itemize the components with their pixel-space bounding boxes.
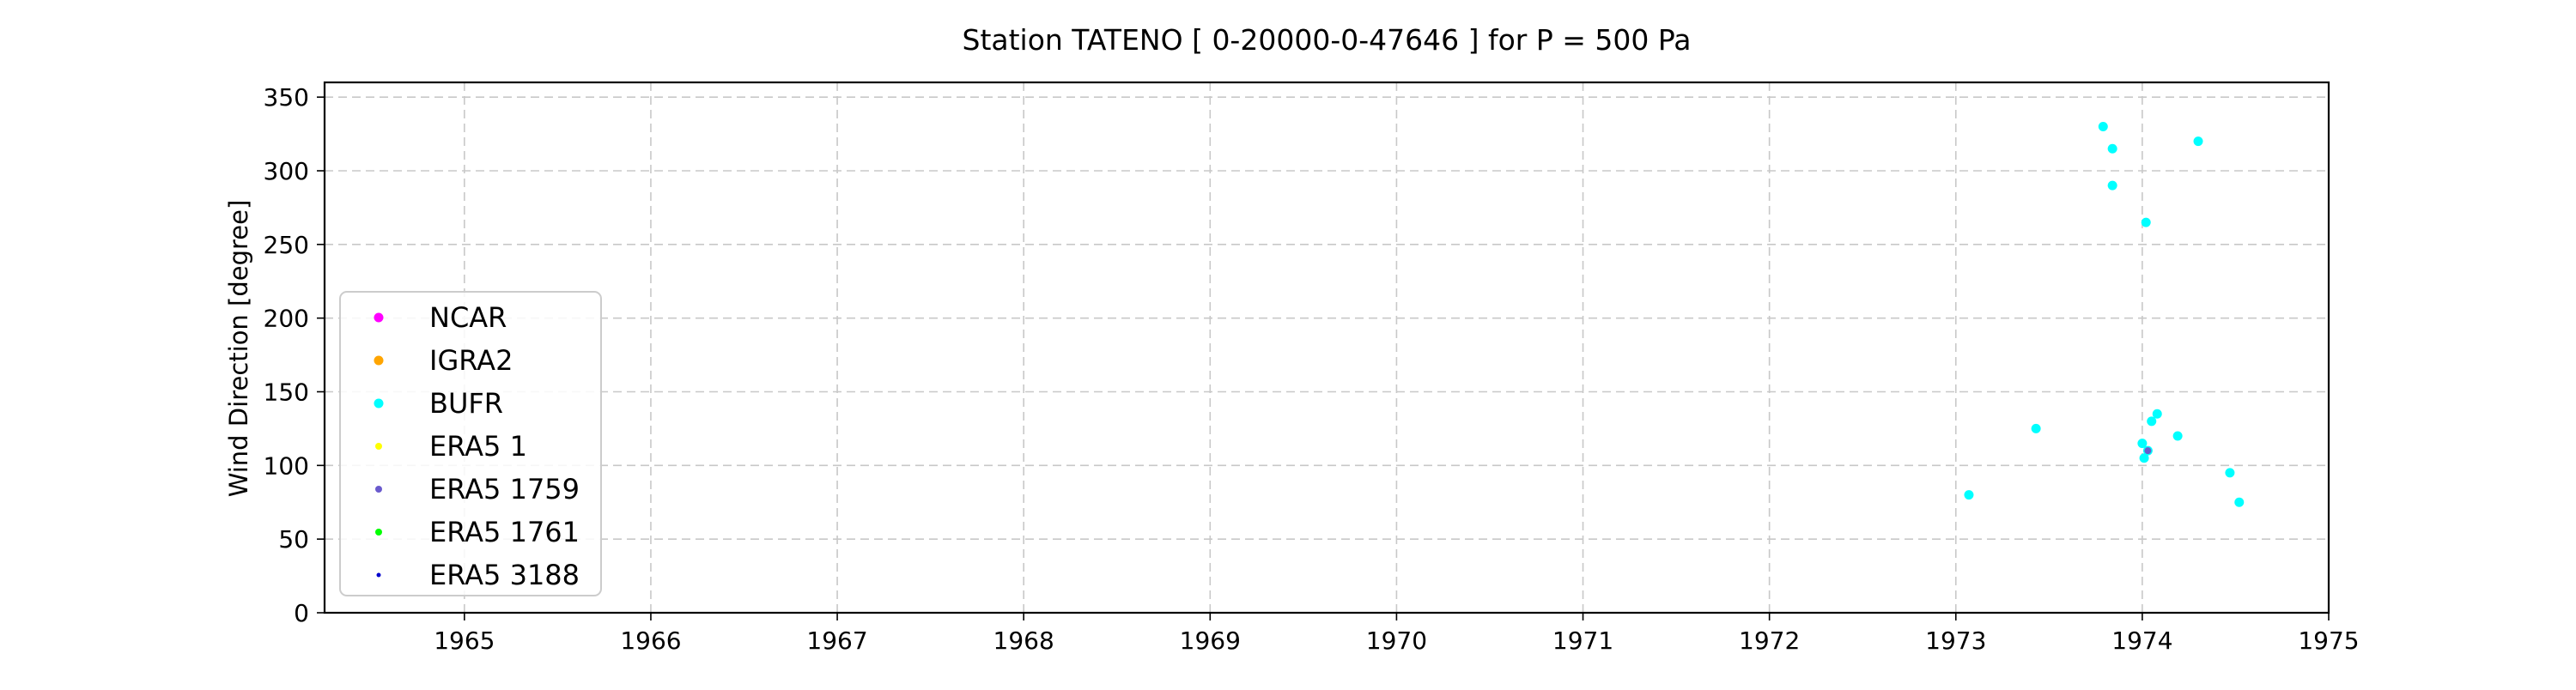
data-point <box>2139 453 2149 463</box>
x-tick-label: 1973 <box>1925 626 1986 655</box>
legend-label: ERA5 1 <box>429 430 527 463</box>
data-point <box>2141 217 2151 227</box>
y-tick-label: 150 <box>264 378 309 407</box>
data-point <box>2225 468 2235 478</box>
legend-item: ERA5 1 <box>375 430 527 463</box>
axes-frame <box>323 81 2330 614</box>
legend-marker <box>376 572 381 578</box>
data-point <box>1964 490 1974 500</box>
x-tick-label: 1967 <box>806 626 867 655</box>
legend-label: ERA5 1759 <box>429 473 580 505</box>
legend-label: ERA5 1761 <box>429 516 580 548</box>
x-tick-label: 1974 <box>2111 626 2172 655</box>
y-axis-label: Wind Direction [degree] <box>224 200 253 498</box>
legend-marker <box>375 486 382 493</box>
data-point <box>2107 180 2117 191</box>
x-tick-label: 1969 <box>1180 626 1241 655</box>
data-point <box>2172 431 2183 441</box>
legend-box <box>339 291 602 596</box>
data-point <box>2137 439 2148 449</box>
y-tick-label: 200 <box>264 305 309 333</box>
legend-label: BUFR <box>429 387 503 420</box>
data-point <box>2098 122 2108 131</box>
x-tick-label: 1970 <box>1366 626 1427 655</box>
legend-marker <box>375 529 382 536</box>
x-tick-label: 1971 <box>1552 626 1613 655</box>
data-point <box>2107 143 2117 154</box>
legend-item: BUFR <box>374 387 503 420</box>
x-tick-label: 1972 <box>1739 626 1800 655</box>
legend-item: ERA5 1761 <box>375 516 580 548</box>
y-tick-label: 250 <box>264 231 309 259</box>
data-point <box>2147 416 2157 427</box>
data-point <box>2234 497 2245 507</box>
x-tick-label: 1968 <box>993 626 1054 655</box>
legend-label: IGRA2 <box>429 344 513 377</box>
legend-item: NCAR <box>374 301 507 334</box>
legend-item: ERA5 1759 <box>375 473 580 505</box>
y-tick-label: 50 <box>278 525 309 554</box>
legend-label: ERA5 3188 <box>429 559 580 591</box>
y-tick-label: 350 <box>264 83 309 112</box>
x-tick-label: 1965 <box>434 626 495 655</box>
y-tick-label: 300 <box>264 157 309 185</box>
legend-marker <box>375 443 382 450</box>
data-point <box>2193 136 2203 147</box>
data-point <box>2152 409 2162 419</box>
legend-item: IGRA2 <box>374 344 513 377</box>
x-tick-label: 1966 <box>620 626 681 655</box>
x-tick-label: 1975 <box>2298 626 2359 655</box>
legend: NCAR IGRA2 BUFR ERA5 1 ERA5 1759 ERA5 1761 ERA… <box>339 291 602 596</box>
y-tick-label: 0 <box>294 599 309 627</box>
data-point <box>2144 447 2152 455</box>
y-tick-label: 100 <box>264 451 309 480</box>
legend-marker <box>374 312 384 323</box>
legend-marker <box>374 398 384 409</box>
series-era5-1759 <box>2144 447 2152 455</box>
plot-area: 1965 1966 1967 1968 1969 1970 1971 1972 1973 1974… <box>264 81 2360 655</box>
legend-item: ERA5 3188 <box>376 559 580 591</box>
plot-background <box>325 82 2329 613</box>
chart-title: Station TATENO [ 0-20000-0-47646 ] for P… <box>963 23 1692 57</box>
legend-marker <box>374 355 384 366</box>
data-point <box>2031 423 2041 433</box>
legend-label: NCAR <box>429 301 507 334</box>
